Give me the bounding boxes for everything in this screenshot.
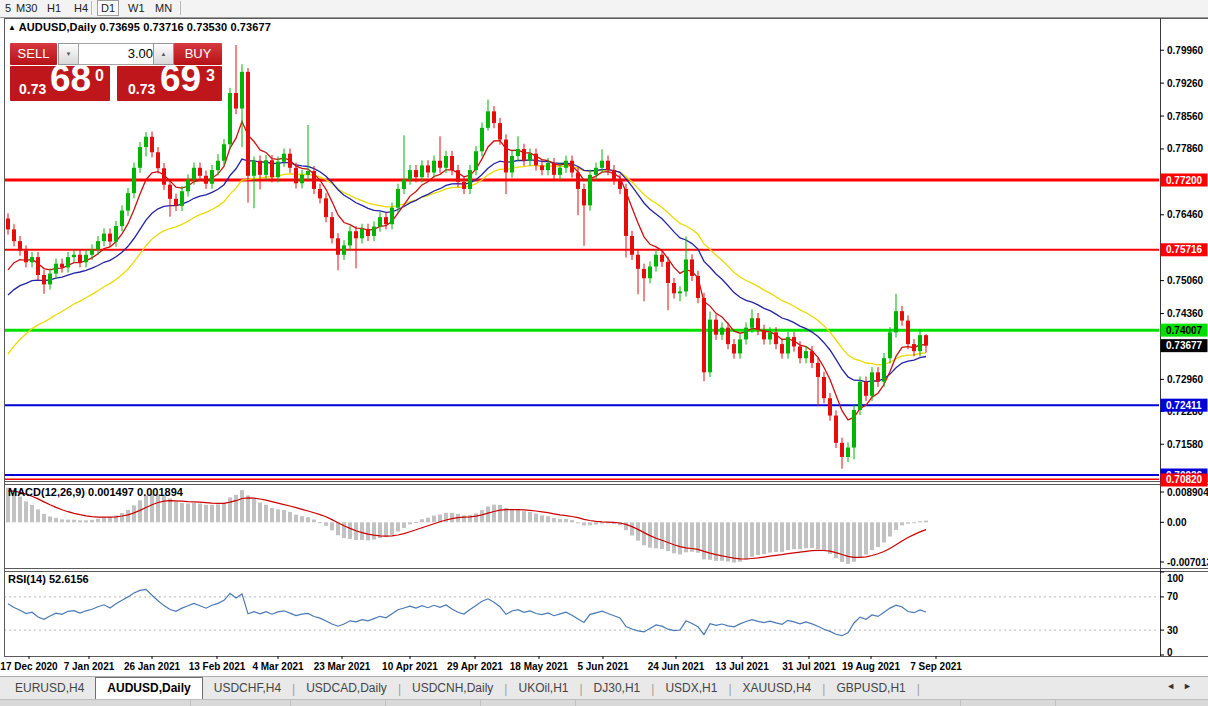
svg-text:0.76460: 0.76460 — [1167, 209, 1204, 220]
buy-price-prefix: 0.73 — [128, 81, 155, 97]
svg-text:0.74007: 0.74007 — [1166, 325, 1203, 336]
svg-text:0.70820: 0.70820 — [1166, 474, 1203, 485]
chart-tab-usdx[interactable]: USDX,H1 — [654, 677, 728, 700]
tabs-scroll-right-icon[interactable]: ► — [1183, 681, 1200, 691]
sell-price-prefix: 0.73 — [19, 81, 46, 97]
svg-text:5 Jun 2021: 5 Jun 2021 — [577, 661, 629, 672]
statusbar-separator — [290, 700, 291, 706]
statusbar-separator — [190, 700, 191, 706]
tabs-scroll-left-icon[interactable]: ◄ — [1166, 681, 1183, 691]
svg-text:7 Sep 2021: 7 Sep 2021 — [910, 661, 962, 672]
svg-text:0.75060: 0.75060 — [1167, 275, 1204, 286]
svg-text:0.74360: 0.74360 — [1167, 308, 1204, 319]
svg-text:13 Jul 2021: 13 Jul 2021 — [715, 661, 769, 672]
toolbar-separator — [91, 1, 92, 15]
timeframe-toolbar: 5M30H1H4D1W1MN — [0, 0, 1208, 18]
timeframe-button-H4[interactable]: H4 — [71, 1, 91, 16]
toolbar-separator — [180, 1, 181, 15]
chart-title: ▲ AUDUSD,Daily 0.73695 0.73716 0.73530 0… — [8, 21, 271, 33]
buy-price-big: 69 — [160, 58, 201, 100]
statusbar-separator — [960, 700, 961, 706]
chart-tabbar: EURUSD,H4AUDUSD,DailyUSDCHF,H4 | USDCAD,Da… — [0, 676, 1208, 700]
chart-tab-usdcad[interactable]: USDCAD,Daily — [295, 677, 398, 700]
ohlc-close: 0.73677 — [230, 21, 270, 33]
svg-text:0.78560: 0.78560 — [1167, 111, 1204, 122]
svg-text:0: 0 — [1167, 647, 1173, 658]
timeframe-button-W1[interactable]: W1 — [125, 1, 148, 16]
svg-text:18 May 2021: 18 May 2021 — [510, 661, 569, 672]
svg-text:0.73677: 0.73677 — [1166, 340, 1203, 351]
svg-text:0.72960: 0.72960 — [1167, 374, 1204, 385]
timeframe-button-M30[interactable]: M30 — [13, 1, 40, 16]
ohlc-open: 0.73695 — [100, 21, 140, 33]
one-click-trading-panel: SELL ▼ 3.00 ▲ BUY 0.73 68 0 0.73 69 3 — [10, 43, 222, 101]
svg-text:31 Jul 2021: 31 Jul 2021 — [782, 661, 836, 672]
rsi-indicator-label: RSI(14) 52.6156 — [8, 573, 89, 585]
svg-text:26 Jan 2021: 26 Jan 2021 — [124, 661, 181, 672]
chart-tab-ukoil[interactable]: UKOil,H1 — [507, 677, 579, 700]
buy-price-box[interactable]: 0.73 69 3 — [117, 66, 222, 101]
svg-text:0.79260: 0.79260 — [1167, 78, 1204, 89]
chart-tab-usdchf[interactable]: USDCHF,H4 — [203, 677, 292, 700]
statusbar-separator — [480, 700, 481, 706]
chart-tab-gbpusd[interactable]: GBPUSD,H1 — [825, 677, 916, 700]
chart-tab-usdcnh[interactable]: USDCNH,Daily — [401, 677, 504, 700]
statusbar-separator — [1055, 700, 1056, 706]
svg-text:0.71580: 0.71580 — [1167, 439, 1204, 450]
tab-separator: | — [917, 682, 920, 696]
svg-text:0.00: 0.00 — [1167, 517, 1187, 528]
svg-text:7 Jan 2021: 7 Jan 2021 — [64, 661, 115, 672]
symbol-name: AUDUSD,Daily — [19, 21, 97, 33]
svg-text:19 Aug 2021: 19 Aug 2021 — [842, 661, 900, 672]
statusbar-separator — [385, 700, 386, 706]
chart-tab-xauusd[interactable]: XAUUSD,H4 — [732, 677, 823, 700]
sell-price-sup: 0 — [95, 67, 104, 85]
svg-text:0.77860: 0.77860 — [1167, 143, 1204, 154]
timeframe-button-MN[interactable]: MN — [152, 1, 175, 16]
svg-text:0.008904: 0.008904 — [1167, 487, 1208, 498]
chart-tab-eurusd[interactable]: EURUSD,H4 — [4, 677, 95, 700]
status-bar — [0, 699, 1208, 706]
svg-text:70: 70 — [1167, 591, 1179, 602]
timeframe-button-D1[interactable]: D1 — [97, 0, 119, 16]
timeframe-button-H1[interactable]: H1 — [44, 1, 64, 16]
svg-text:10 Apr 2021: 10 Apr 2021 — [382, 661, 438, 672]
collapse-arrow-icon[interactable]: ▲ — [8, 23, 16, 32]
svg-text:23 Mar 2021: 23 Mar 2021 — [314, 661, 371, 672]
svg-text:13 Feb 2021: 13 Feb 2021 — [189, 661, 246, 672]
macd-indicator-label: MACD(12,26,9) 0.001497 0.001894 — [8, 486, 183, 498]
svg-text:0.77200: 0.77200 — [1166, 175, 1203, 186]
svg-text:24 Jun 2021: 24 Jun 2021 — [648, 661, 705, 672]
buy-price-sup: 3 — [206, 67, 215, 85]
chart-canvas: 0.79960 0.79260 0.78560 0.77860 0.76460 0.750… — [0, 0, 1208, 706]
svg-text:0.79960: 0.79960 — [1167, 45, 1204, 56]
ohlc-low: 0.73530 — [187, 21, 227, 33]
statusbar-separator — [575, 700, 576, 706]
svg-text:4 Mar 2021: 4 Mar 2021 — [252, 661, 304, 672]
sell-price-big: 68 — [50, 58, 91, 100]
svg-text:0.72411: 0.72411 — [1166, 400, 1202, 411]
chart-tab-dj30[interactable]: DJ30,H1 — [583, 677, 652, 700]
svg-text:17 Dec 2020: 17 Dec 2020 — [0, 661, 58, 672]
svg-text:-0.007013: -0.007013 — [1167, 557, 1208, 568]
sell-price-box[interactable]: 0.73 68 0 — [10, 66, 110, 101]
svg-text:100: 100 — [1167, 573, 1184, 584]
ohlc-high: 0.73716 — [143, 21, 183, 33]
svg-text:30: 30 — [1167, 625, 1179, 636]
svg-text:0.75716: 0.75716 — [1166, 244, 1203, 255]
svg-text:29 Apr 2021: 29 Apr 2021 — [447, 661, 503, 672]
chart-tab-audusd[interactable]: AUDUSD,Daily — [95, 677, 202, 700]
